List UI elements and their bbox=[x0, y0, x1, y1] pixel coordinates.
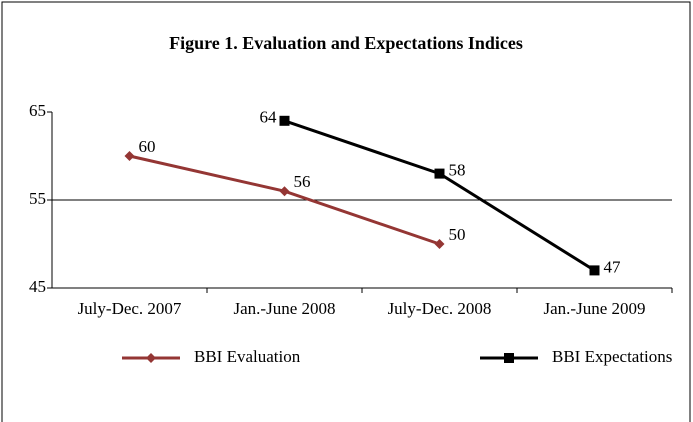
x-tick-label: Jan.-June 2008 bbox=[234, 299, 336, 318]
marker bbox=[589, 265, 600, 276]
marker bbox=[124, 151, 135, 161]
data-label: 64 bbox=[260, 108, 278, 127]
marker bbox=[504, 353, 514, 363]
marker bbox=[434, 239, 445, 249]
marker bbox=[146, 353, 156, 363]
marker bbox=[434, 168, 445, 179]
legend-label: BBI Expectations bbox=[552, 347, 672, 366]
marker bbox=[279, 186, 290, 197]
x-tick-label: July-Dec. 2008 bbox=[388, 299, 492, 318]
x-tick-label: July-Dec. 2007 bbox=[78, 299, 182, 318]
marker bbox=[279, 115, 290, 126]
data-label: 47 bbox=[604, 257, 622, 276]
data-label: 60 bbox=[139, 137, 156, 156]
y-tick-label: 45 bbox=[29, 277, 46, 296]
data-label: 50 bbox=[449, 225, 466, 244]
legend-label: BBI Evaluation bbox=[194, 347, 301, 366]
data-label: 56 bbox=[294, 172, 311, 191]
data-label: 58 bbox=[449, 161, 466, 180]
y-tick-label: 55 bbox=[29, 189, 46, 208]
y-tick-label: 65 bbox=[29, 101, 46, 120]
chart-title: Figure 1. Evaluation and Expectations In… bbox=[169, 33, 523, 53]
x-tick-label: Jan.-June 2009 bbox=[544, 299, 646, 318]
